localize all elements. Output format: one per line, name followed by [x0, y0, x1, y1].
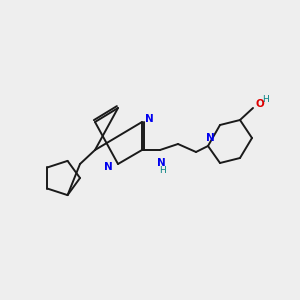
Text: O: O: [255, 99, 264, 109]
Text: H: H: [262, 95, 269, 104]
Text: N: N: [145, 114, 154, 124]
Text: N: N: [104, 162, 113, 172]
Text: N: N: [157, 158, 165, 168]
Text: H: H: [159, 166, 165, 175]
Text: N: N: [206, 133, 214, 143]
